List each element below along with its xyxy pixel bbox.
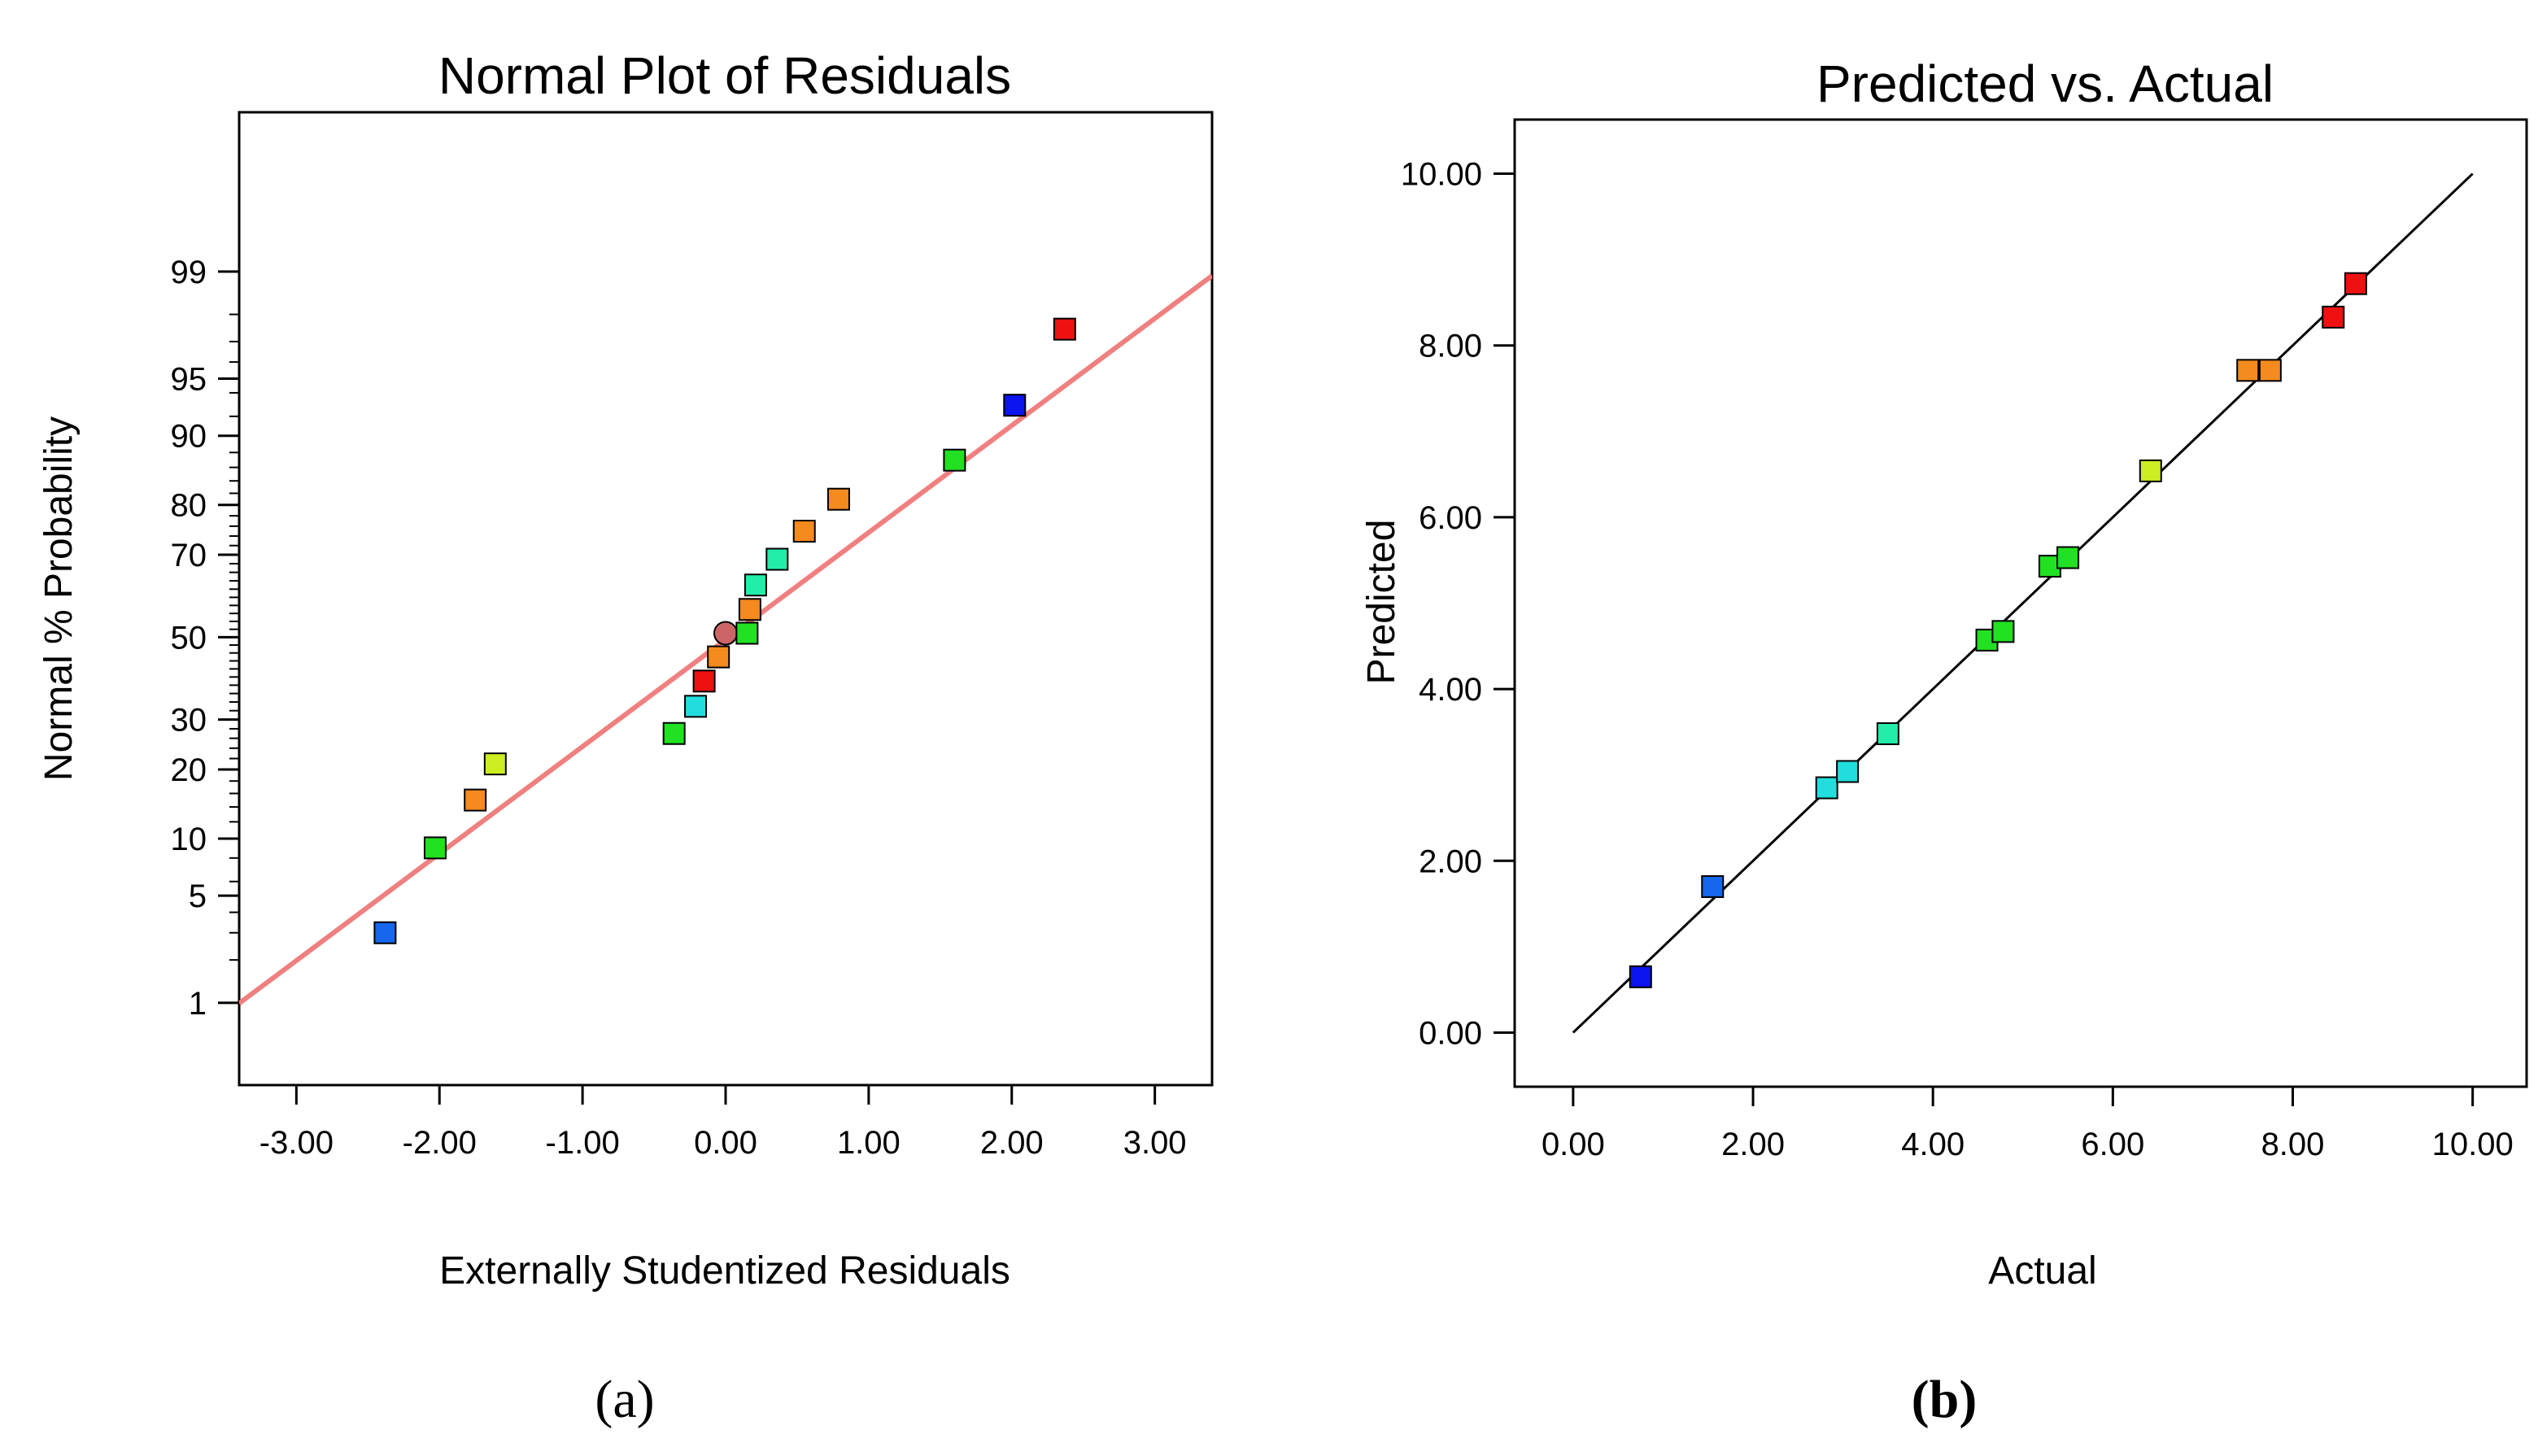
predicted-vs-actual-y-ticks: 0.00 2.00 4.00 6.00 8.00 10.00 bbox=[1401, 157, 1515, 1051]
data-point bbox=[464, 788, 487, 812]
normal-plot-panel: Normal Plot of Residuals 1 5 10 20 30 50 70 80 9… bbox=[37, 46, 1214, 1429]
y-tick-label: 0.00 bbox=[1419, 1015, 1482, 1051]
data-point bbox=[2236, 359, 2260, 382]
predicted-vs-actual-y-label: Predicted bbox=[1360, 520, 1403, 685]
data-point bbox=[684, 695, 708, 718]
data-point bbox=[943, 448, 966, 472]
predicted-vs-actual-points bbox=[1629, 272, 2367, 988]
data-point bbox=[2322, 305, 2345, 329]
data-point bbox=[692, 669, 716, 693]
data-point bbox=[738, 598, 761, 621]
x-tick-label: 0.00 bbox=[694, 1125, 757, 1161]
y-tick-label: 99 bbox=[171, 255, 207, 290]
y-tick-label: 50 bbox=[171, 620, 207, 656]
y-tick-label: 8.00 bbox=[1419, 329, 1482, 364]
data-point bbox=[373, 921, 397, 944]
data-point bbox=[1003, 394, 1027, 417]
predicted-vs-actual-frame bbox=[1513, 118, 2528, 1088]
data-point bbox=[1815, 776, 1838, 800]
data-point bbox=[423, 836, 447, 860]
data-point bbox=[826, 487, 850, 511]
y-tick-label: 10.00 bbox=[1401, 157, 1482, 193]
x-tick-label: 6.00 bbox=[2081, 1127, 2144, 1162]
data-point bbox=[2344, 272, 2367, 295]
x-tick-label: 2.00 bbox=[980, 1125, 1044, 1161]
normal-plot-y-label: Normal % Probability bbox=[37, 416, 81, 781]
data-point-center bbox=[713, 621, 738, 646]
y-tick-label: 90 bbox=[171, 419, 207, 455]
data-point bbox=[1629, 965, 1652, 988]
y-tick-label: 4.00 bbox=[1419, 672, 1482, 708]
y-tick-label: 5 bbox=[189, 878, 207, 914]
x-tick-label: -2.00 bbox=[403, 1125, 477, 1161]
y-tick-label: 20 bbox=[171, 752, 207, 788]
data-point bbox=[483, 752, 507, 776]
y-tick-label: 80 bbox=[171, 488, 207, 524]
data-point bbox=[744, 573, 767, 597]
data-point bbox=[1053, 317, 1076, 341]
x-tick-label: 0.00 bbox=[1542, 1127, 1605, 1162]
normal-plot-x-ticks: -3.00 -2.00 -1.00 0.00 1.00 2.00 3.00 bbox=[259, 1085, 1187, 1161]
data-point bbox=[1876, 722, 1899, 746]
x-tick-label: -1.00 bbox=[546, 1125, 620, 1161]
data-point bbox=[662, 721, 686, 745]
svg-text:(b): (b) bbox=[1912, 1370, 1978, 1429]
x-tick-label: 10.00 bbox=[2432, 1127, 2514, 1162]
normal-plot-title: Normal Plot of Residuals bbox=[438, 46, 1011, 105]
y-tick-label: 30 bbox=[171, 703, 207, 739]
predicted-vs-actual-x-ticks: 0.00 2.00 4.00 6.00 8.00 10.00 bbox=[1542, 1087, 2514, 1162]
data-point bbox=[2258, 359, 2282, 382]
x-tick-label: 4.00 bbox=[1901, 1127, 1965, 1162]
y-tick-label: 6.00 bbox=[1419, 500, 1482, 536]
y-tick-label: 70 bbox=[171, 538, 207, 573]
panel-b-caption: (b) bbox=[1912, 1370, 1978, 1429]
x-tick-label: 8.00 bbox=[2261, 1127, 2325, 1162]
normal-plot-points bbox=[373, 317, 1076, 944]
data-point bbox=[792, 520, 816, 543]
normal-plot-x-label: Externally Studentized Residuals bbox=[439, 1249, 1010, 1293]
data-point bbox=[2056, 546, 2080, 569]
panel-b-caption-text: (b) bbox=[1912, 1370, 1978, 1429]
predicted-vs-actual-panel: Predicted vs. Actual 0.00 2.00 4.00 6.00 8.0… bbox=[1360, 54, 2528, 1429]
data-point bbox=[2139, 459, 2162, 482]
data-point bbox=[1991, 620, 2015, 643]
x-tick-label: 2.00 bbox=[1721, 1127, 1785, 1162]
normal-plot-minor-ticks bbox=[229, 313, 239, 961]
y-tick-label: 95 bbox=[171, 362, 207, 398]
predicted-vs-actual-x-label: Actual bbox=[1988, 1249, 2096, 1293]
x-tick-label: -3.00 bbox=[259, 1125, 334, 1161]
x-tick-label: 3.00 bbox=[1123, 1125, 1187, 1161]
data-point bbox=[765, 547, 789, 571]
data-point bbox=[1701, 874, 1725, 898]
data-point bbox=[735, 621, 759, 645]
data-point bbox=[1836, 760, 1860, 783]
y-tick-label: 1 bbox=[189, 986, 207, 1022]
normal-plot-y-ticks: 1 5 10 20 30 50 70 80 90 95 99 bbox=[171, 255, 239, 1022]
y-tick-label: 2.00 bbox=[1419, 844, 1482, 879]
panel-a-caption: (a) bbox=[595, 1370, 654, 1429]
x-tick-label: 1.00 bbox=[837, 1125, 901, 1161]
predicted-vs-actual-title: Predicted vs. Actual bbox=[1816, 54, 2274, 113]
predicted-vs-actual-fit-line bbox=[1572, 172, 2474, 1034]
data-point bbox=[707, 645, 730, 669]
y-tick-label: 10 bbox=[171, 822, 207, 857]
